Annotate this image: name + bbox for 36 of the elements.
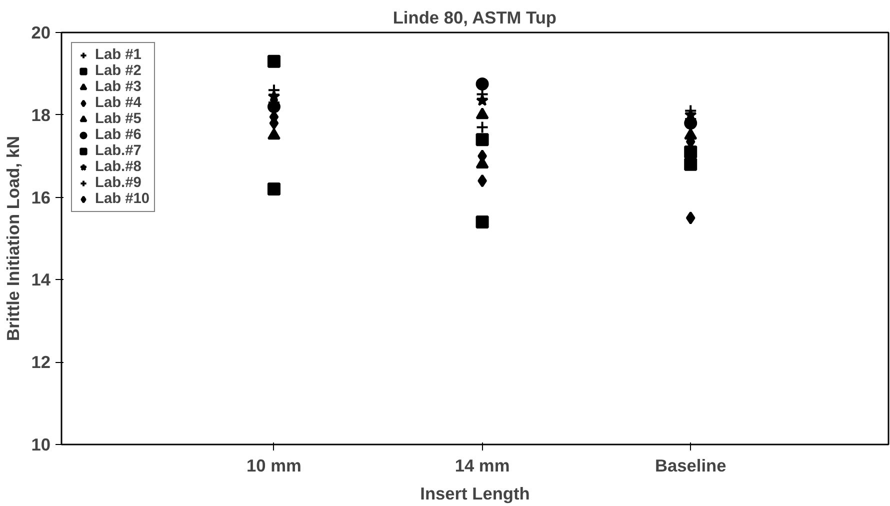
y-tick-label: 20 <box>31 22 51 42</box>
y-axis-title: Brittle Initiation Load, kN <box>3 136 24 342</box>
point <box>684 128 698 140</box>
y-tick-label: 16 <box>31 187 51 208</box>
y-tick-label: 10 <box>31 434 51 454</box>
point <box>476 94 489 106</box>
point <box>267 54 280 68</box>
legend-label: Lab #2 <box>95 63 142 79</box>
point <box>478 174 487 188</box>
point <box>476 216 489 229</box>
point <box>684 158 698 171</box>
point <box>476 108 489 120</box>
legend-label: Lab #6 <box>95 127 142 143</box>
x-axis-title: Insert Length <box>420 484 530 504</box>
point <box>267 182 280 196</box>
x-tick-label: 10 mm <box>246 456 302 476</box>
point <box>267 128 280 140</box>
legend-label: Lab.#9 <box>95 175 142 191</box>
point <box>684 145 698 158</box>
legend-label: Lab.#8 <box>95 159 142 175</box>
point <box>476 78 489 90</box>
x-tick-label: 14 mm <box>454 456 510 476</box>
legend-label: Lab #4 <box>95 95 142 111</box>
chart-title: Linde 80, ASTM Tup <box>392 8 557 28</box>
y-tick-label: 14 <box>31 270 51 290</box>
legend-label: Lab #1 <box>95 47 142 63</box>
legend-label: Lab #5 <box>95 111 142 127</box>
legend-label: Lab.#7 <box>95 143 142 159</box>
x-tick-label: Baseline <box>654 456 727 476</box>
y-tick-label: 18 <box>31 104 51 125</box>
legend-label: Lab #10 <box>95 191 150 207</box>
y-tick-label: 12 <box>31 352 51 372</box>
point <box>476 133 489 146</box>
point <box>476 120 489 134</box>
legend-label: Lab #3 <box>95 79 142 95</box>
point <box>686 211 696 224</box>
